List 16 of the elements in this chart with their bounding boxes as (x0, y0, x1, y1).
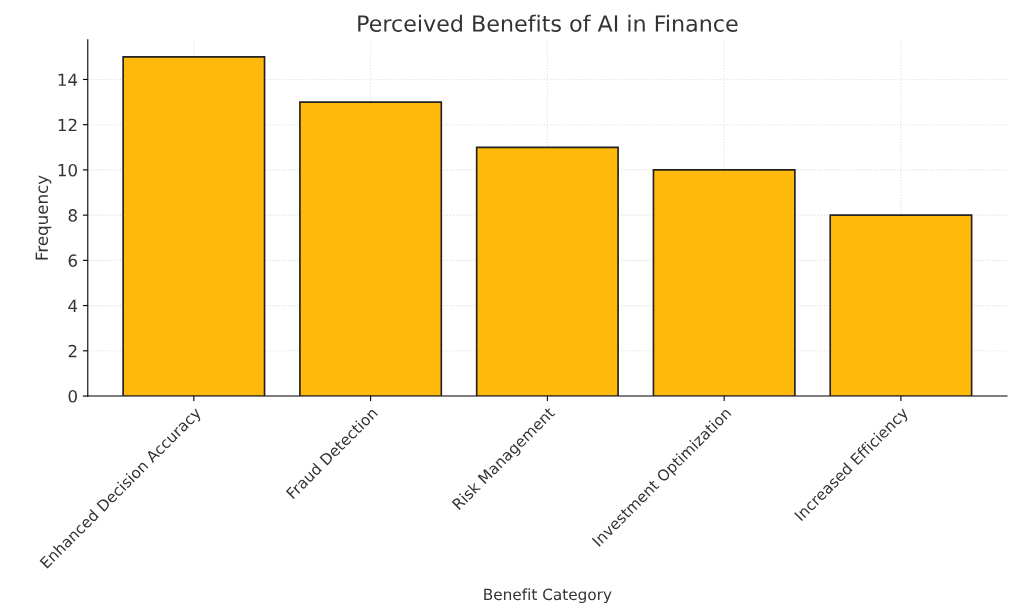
y-tick-label: 2 (68, 344, 77, 358)
bar (475, 146, 619, 397)
bar (299, 101, 443, 397)
y-tick-label: 4 (68, 299, 78, 312)
chart-title: Perceived Benefits of AI in Finance (358, 14, 738, 32)
x-axis-title: Benefit Category (484, 588, 612, 604)
bar (122, 56, 266, 397)
y-tick-label: 12 (58, 118, 77, 132)
y-tick-label: 10 (58, 163, 77, 177)
y-tick-label: 0 (68, 389, 77, 403)
y-tick-label: 6 (68, 254, 78, 267)
bar (829, 214, 973, 397)
bar (652, 169, 796, 397)
y-tick-label: 8 (68, 209, 77, 222)
y-tick-label: 14 (58, 73, 78, 86)
y-axis-title: Frequency (35, 175, 52, 260)
